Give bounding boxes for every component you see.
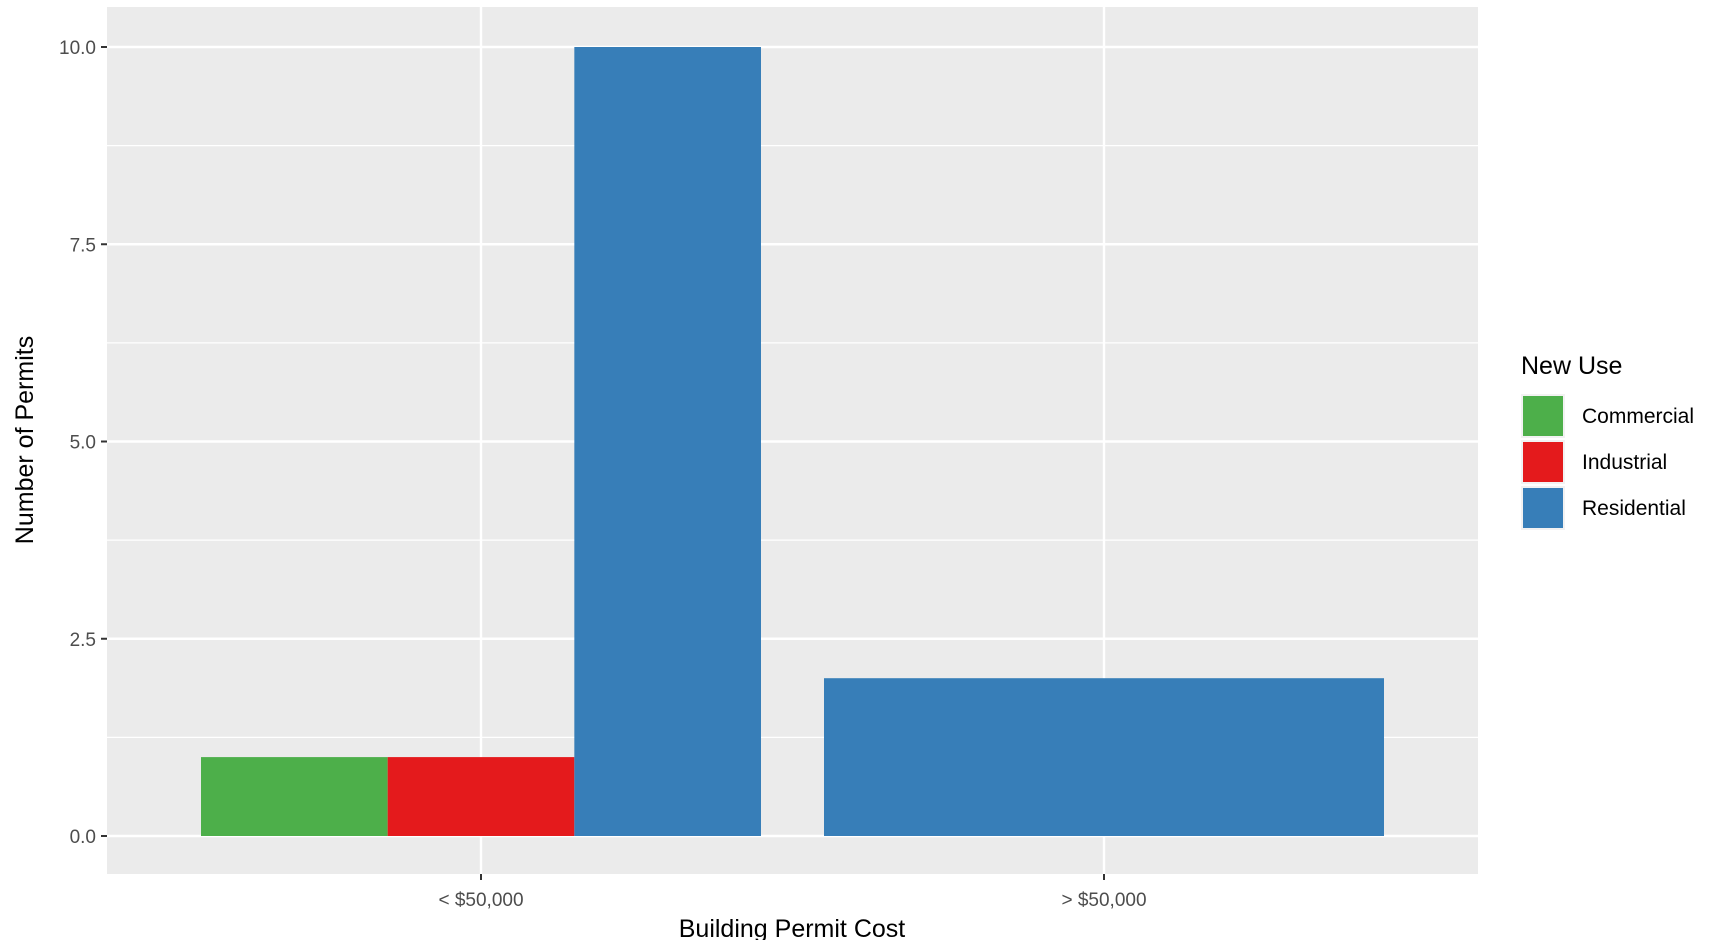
y-tick-label: 10.0 bbox=[59, 38, 96, 59]
bar-commercial-under-50000 bbox=[201, 757, 388, 836]
y-axis-title: Number of Permits bbox=[11, 336, 39, 544]
bar-residential-under-50000 bbox=[574, 47, 761, 836]
bars bbox=[201, 47, 1384, 836]
x-axis: < $50,000 > $50,000 bbox=[438, 874, 1147, 911]
x-tick-label: > $50,000 bbox=[1061, 890, 1146, 911]
y-tick-label: 7.5 bbox=[70, 235, 96, 256]
y-tick-label: 2.5 bbox=[70, 630, 96, 651]
y-axis: 0.0 2.5 5.0 7.5 10.0 bbox=[59, 38, 107, 848]
legend-swatch-industrial bbox=[1523, 442, 1563, 482]
x-axis-title: Building Permit Cost bbox=[679, 915, 906, 940]
legend-swatch-residential bbox=[1523, 488, 1563, 528]
bar-residential-over-50000 bbox=[824, 678, 1384, 836]
legend-items: Commercial Industrial Residential bbox=[1521, 394, 1694, 530]
legend-label-industrial: Industrial bbox=[1582, 451, 1667, 474]
legend-label-residential: Residential bbox=[1582, 497, 1686, 520]
legend-title: New Use bbox=[1521, 352, 1622, 380]
legend: New Use Commercial Industrial Residential bbox=[1521, 352, 1694, 530]
bar-industrial-under-50000 bbox=[387, 757, 575, 836]
y-tick-label: 5.0 bbox=[70, 433, 96, 454]
y-tick-label: 0.0 bbox=[70, 827, 96, 848]
legend-label-commercial: Commercial bbox=[1582, 405, 1694, 428]
x-tick-label: < $50,000 bbox=[438, 890, 523, 911]
legend-swatch-commercial bbox=[1523, 396, 1563, 436]
